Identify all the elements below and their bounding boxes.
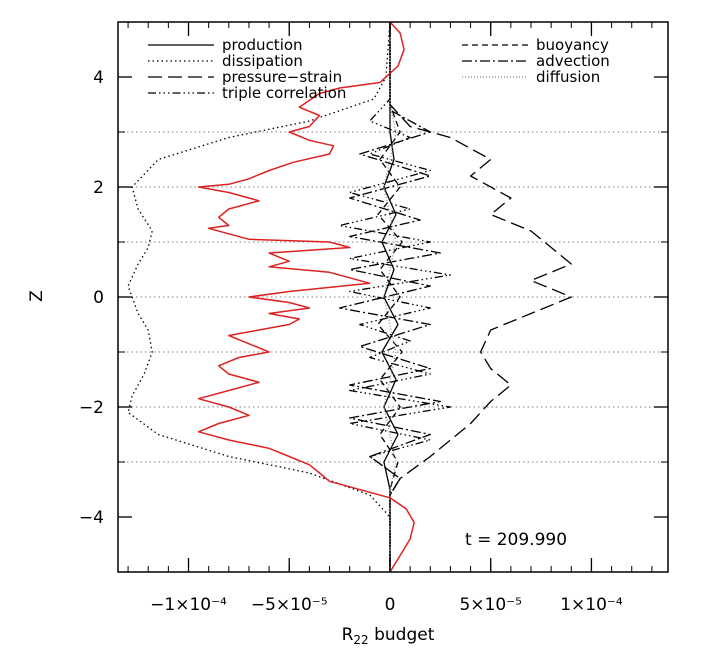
series-line-2 [127, 21, 391, 572]
x-tick-label: 1×10⁻⁴ [560, 595, 623, 615]
series-line-1 [381, 22, 399, 572]
y-tick-label: 0 [93, 288, 104, 308]
legend-label: buoyancy [536, 36, 609, 54]
series-line-3 [389, 22, 572, 572]
x-tick-label: 0 [385, 595, 396, 615]
x-tick-label: −5×10⁻⁵ [251, 595, 328, 615]
horizontal-reference-lines [118, 131, 668, 463]
series-line-8 [197, 21, 415, 573]
y-axis-label: Z [27, 290, 47, 302]
legend-label: dissipation [222, 52, 303, 70]
legend-left: productiondissipationpressure−straintrip… [148, 36, 346, 102]
series-line-7 [383, 22, 397, 572]
legend-label: pressure−strain [222, 68, 342, 86]
x-axis-label-main: R [342, 625, 354, 645]
x-tick-label: −1×10⁻⁴ [150, 595, 227, 615]
time-annotation: t = 209.990 [465, 530, 567, 550]
x-axis-label-rest: budget [369, 625, 435, 645]
tick-marks [118, 22, 668, 572]
x-axis-label: R22 budget [342, 625, 435, 647]
legend-label: diffusion [536, 68, 600, 86]
x-axis-label-subscript: 22 [353, 633, 368, 647]
y-tick-label: 4 [93, 68, 104, 88]
axes [117, 21, 669, 573]
x-tick-label: 5×10⁻⁵ [459, 595, 521, 615]
legend-label: advection [536, 52, 610, 70]
series-line-5 [377, 22, 403, 572]
y-tick-label: −4 [79, 508, 104, 528]
legend-label: triple correlation [222, 84, 346, 102]
legend-label: production [222, 36, 303, 54]
series-line-6 [338, 22, 441, 572]
series-line-4 [338, 22, 452, 572]
y-tick-label: 2 [93, 178, 104, 198]
series-lines [127, 21, 572, 573]
y-tick-label: −2 [79, 398, 104, 418]
